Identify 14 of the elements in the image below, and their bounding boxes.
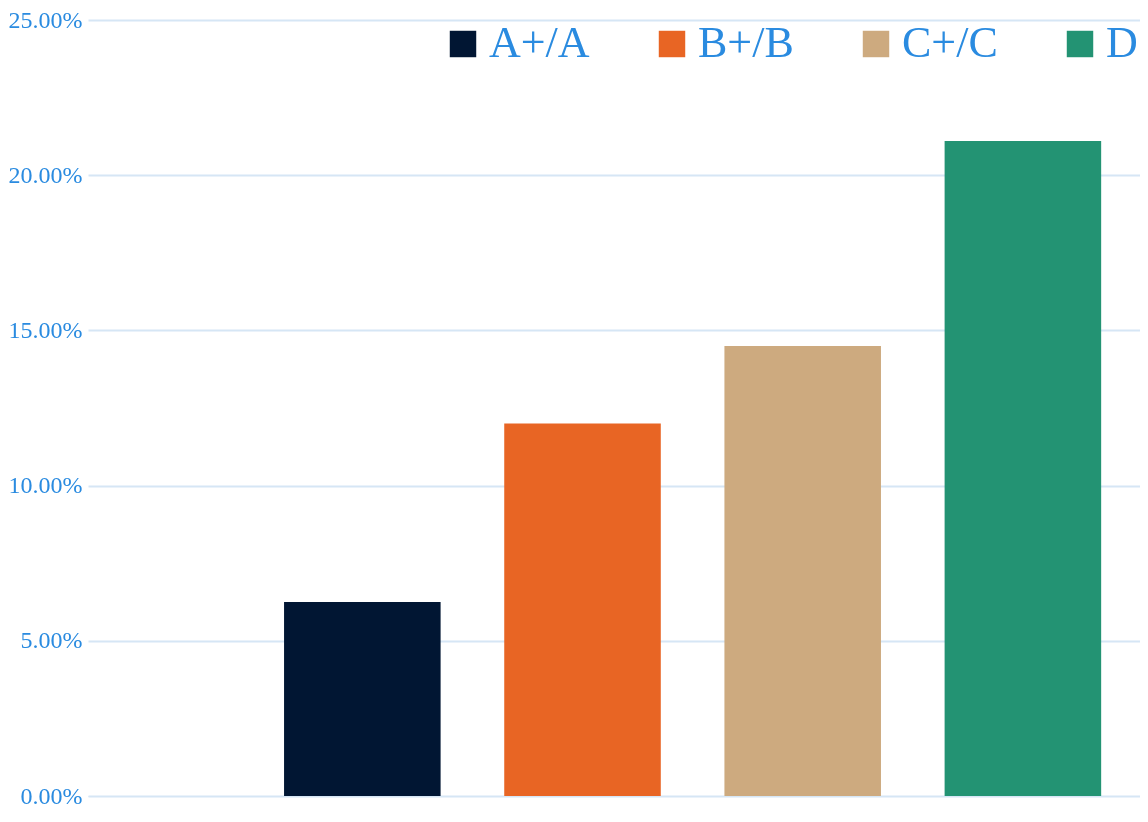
legend-label: C+/C: [902, 18, 998, 67]
bar: [724, 345, 881, 796]
bar: [504, 423, 661, 796]
y-tick-label: 25.00%: [8, 6, 83, 33]
y-tick-label: 10.00%: [8, 472, 83, 499]
y-tick-label: 20.00%: [8, 161, 83, 188]
y-tick-label: 15.00%: [8, 316, 83, 343]
bar: [944, 141, 1102, 796]
legend-label: D: [1106, 18, 1138, 67]
bar: [284, 602, 441, 796]
y-tick-label: 5.00%: [20, 627, 83, 654]
legend-label: B+/B: [698, 18, 794, 67]
y-tick-label: 0.00%: [20, 782, 83, 809]
legend-label: A+/A: [489, 18, 590, 67]
